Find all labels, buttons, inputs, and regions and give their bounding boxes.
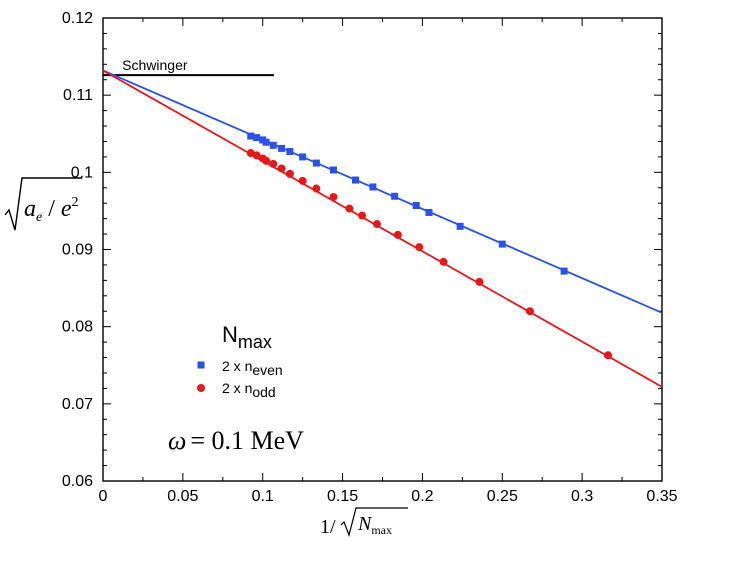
y-tick-label: 0.12 xyxy=(62,10,93,27)
data-point-odd xyxy=(475,277,484,286)
legend-label-odd-prefix: 2 x n xyxy=(222,380,252,396)
legend-marker-odd xyxy=(197,384,205,392)
data-point-odd xyxy=(277,164,286,173)
data-point-odd xyxy=(415,243,424,252)
data-point-odd xyxy=(252,151,261,160)
data-point-odd xyxy=(525,307,534,316)
schwinger-label: Schwinger xyxy=(122,57,188,73)
data-point-even xyxy=(560,267,568,275)
y-tick-label: 0.07 xyxy=(62,396,93,413)
data-point-odd xyxy=(439,257,448,266)
legend-title: Nmax xyxy=(222,322,272,352)
data-point-even xyxy=(456,222,464,230)
x-tick-label: 0.25 xyxy=(487,488,518,505)
y-tick-label: 0.06 xyxy=(62,473,93,490)
data-point-even xyxy=(412,202,420,210)
omega-value: = 0.1 MeV xyxy=(190,426,304,455)
y-axis-label: ae / e2 xyxy=(4,177,82,231)
data-point-even xyxy=(312,159,320,167)
data-point-odd xyxy=(372,220,381,229)
y-tick-label: 0.1 xyxy=(71,164,93,181)
data-point-even xyxy=(253,134,261,142)
legend-label-even-prefix: 2 x n xyxy=(222,358,252,374)
legend-marker-even xyxy=(197,361,205,369)
legend-label-even-sub: even xyxy=(252,362,282,378)
plot-border xyxy=(102,17,663,482)
x-tick-label: 0.2 xyxy=(411,488,433,505)
data-point-even xyxy=(299,153,307,161)
legend-title-main: N xyxy=(222,322,238,347)
plot-frame xyxy=(102,17,663,482)
tick-labels: 0 0.05 0.1 0.15 0.2 0.25 0.3 0.35 0.06 0.07 0.08 0.… xyxy=(62,10,678,505)
data-point-odd xyxy=(604,351,613,360)
y-tick-label: 0.08 xyxy=(62,319,93,336)
data-point-even xyxy=(329,166,337,174)
data-point-even xyxy=(498,240,506,248)
data-point-even xyxy=(286,147,294,155)
data-point-odd xyxy=(329,193,338,202)
data-point-odd xyxy=(345,204,354,213)
x-label-radical xyxy=(340,507,408,537)
data-point-even xyxy=(391,192,399,200)
data-point-odd xyxy=(358,211,367,220)
data-point-even xyxy=(352,176,360,184)
data-point-odd xyxy=(285,169,294,178)
omega-symbol: ω xyxy=(168,426,186,455)
legend-label-odd-sub: odd xyxy=(252,384,275,400)
schwinger-annotation: Schwinger xyxy=(103,57,274,77)
y-tick-label: 0.11 xyxy=(63,87,93,104)
x-label-expression: Nmax xyxy=(357,513,392,537)
data-point-odd xyxy=(269,159,278,168)
legend-title-sub: max xyxy=(238,332,272,352)
x-tick-label: 0.35 xyxy=(646,488,677,505)
data-point-odd xyxy=(262,156,271,165)
y-label-radical xyxy=(4,177,82,231)
y-label-expression: ae / e2 xyxy=(24,195,79,225)
fit-line-2-x-n_odd xyxy=(102,69,663,388)
fit-line-2-x-n_even xyxy=(102,69,663,314)
data-points xyxy=(246,132,613,360)
data-point-even xyxy=(262,138,270,146)
x-tick-label: 0.05 xyxy=(167,488,198,505)
legend-label-even: 2 x neven xyxy=(222,358,283,378)
x-tick-label: 0.3 xyxy=(571,488,593,505)
y-tick-label: 0.09 xyxy=(62,242,93,259)
legend: Nmax 2 x neven 2 x nodd xyxy=(197,322,283,400)
x-tick-label: 0.1 xyxy=(252,488,274,505)
x-axis-label: 1/ Nmax xyxy=(320,507,408,538)
data-point-even xyxy=(278,144,286,152)
data-point-even xyxy=(425,208,433,216)
data-point-even xyxy=(269,141,277,149)
x-tick-label: 0.15 xyxy=(327,488,358,505)
data-point-odd xyxy=(298,176,307,185)
x-label-prefix: 1/ xyxy=(320,516,336,538)
omega-annotation: ω = 0.1 MeV xyxy=(168,426,304,455)
data-point-odd xyxy=(393,230,402,239)
data-point-even xyxy=(247,132,255,140)
axis-ticks xyxy=(102,17,663,482)
x-tick-label: 0 xyxy=(99,488,108,505)
data-point-odd xyxy=(312,184,321,193)
data-point-even xyxy=(369,183,377,191)
fit-lines xyxy=(102,69,663,388)
legend-label-odd: 2 x nodd xyxy=(222,380,276,400)
